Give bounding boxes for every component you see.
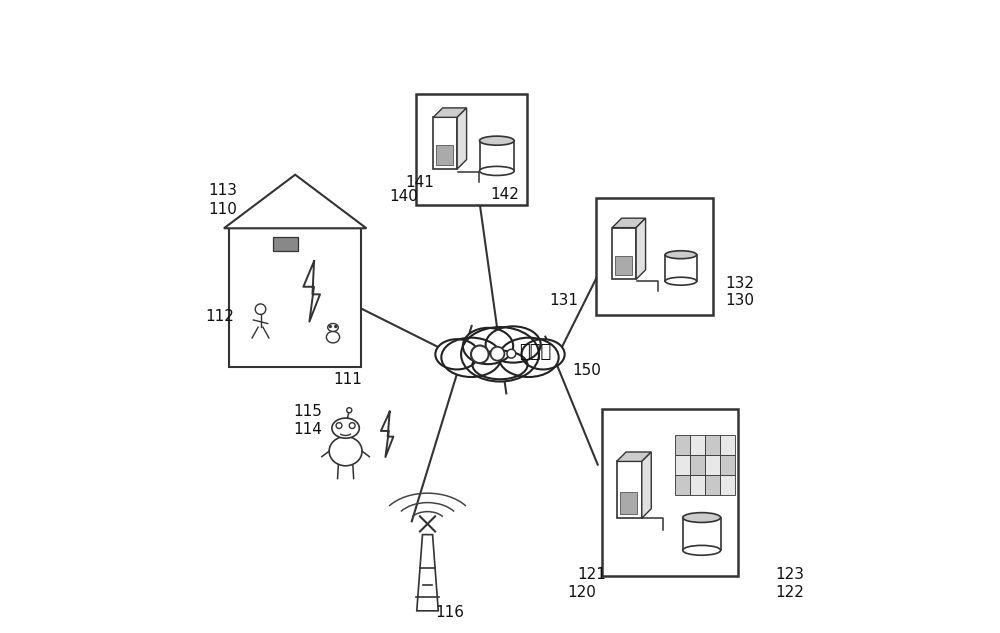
Polygon shape [224,175,366,229]
Polygon shape [617,452,651,461]
Bar [416,94,527,204]
Bar [705,435,720,454]
Ellipse shape [480,136,514,145]
Ellipse shape [665,277,697,285]
Ellipse shape [328,323,338,332]
Bar [705,454,720,475]
Text: 122: 122 [775,585,804,600]
Bar [620,492,637,513]
Bar [615,256,632,275]
Bar [229,229,361,367]
Text: 121: 121 [577,567,606,582]
Bar [690,435,705,454]
Circle shape [255,304,266,315]
Bar [612,228,636,279]
Ellipse shape [326,332,340,343]
Ellipse shape [522,339,565,370]
Text: 116: 116 [435,605,464,620]
Ellipse shape [499,337,559,377]
Ellipse shape [665,251,697,259]
Bar [720,454,735,475]
Text: 132: 132 [725,275,754,291]
Ellipse shape [683,546,721,555]
Polygon shape [417,535,438,611]
Ellipse shape [329,437,362,466]
Ellipse shape [435,339,478,370]
Circle shape [471,346,489,363]
Text: 114: 114 [293,422,322,437]
Text: 113: 113 [208,183,237,198]
Circle shape [335,325,337,328]
Ellipse shape [480,166,514,175]
Bar [596,198,713,315]
Bar [675,454,690,475]
Bar [690,475,705,494]
Text: 111: 111 [333,372,362,387]
Text: 141: 141 [405,175,434,191]
Text: 131: 131 [550,293,579,308]
Ellipse shape [486,327,541,363]
Polygon shape [612,218,646,228]
Circle shape [336,423,342,429]
Text: 123: 123 [775,567,804,582]
Ellipse shape [332,418,359,438]
Text: 120: 120 [567,585,596,600]
Bar [720,435,735,454]
Text: 130: 130 [725,293,754,308]
Polygon shape [636,218,646,279]
Circle shape [329,325,331,328]
Polygon shape [303,261,320,322]
Bar [683,518,721,550]
Bar [675,475,690,494]
Polygon shape [457,108,467,169]
Bar [690,454,705,475]
Bar [617,461,642,518]
Bar [436,145,453,165]
Text: 115: 115 [293,403,322,418]
Text: 110: 110 [208,202,237,217]
Ellipse shape [461,327,539,382]
Text: 112: 112 [205,309,234,324]
Bar [602,410,738,577]
Bar [720,475,735,494]
Ellipse shape [683,513,721,522]
Text: 140: 140 [390,189,419,204]
Bar [665,254,697,281]
Ellipse shape [441,337,501,377]
Bar [675,435,690,454]
Bar [705,475,720,494]
Text: 互联网: 互联网 [519,344,551,361]
Bar [273,237,298,251]
Polygon shape [381,411,393,457]
Circle shape [507,349,516,358]
Polygon shape [642,452,651,518]
Circle shape [491,347,504,361]
Ellipse shape [463,328,513,364]
Polygon shape [433,108,467,117]
Bar [480,141,514,171]
Circle shape [347,408,352,413]
Text: 142: 142 [491,187,519,203]
Bar [433,117,457,169]
Text: 150: 150 [573,363,601,377]
Circle shape [349,423,355,429]
Ellipse shape [472,351,528,379]
